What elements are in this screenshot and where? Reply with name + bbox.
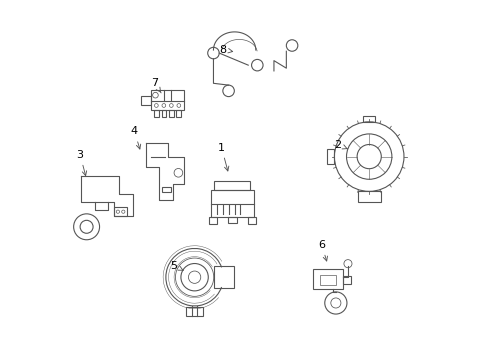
Text: 4: 4: [131, 126, 141, 149]
Text: 7: 7: [151, 78, 161, 93]
Bar: [176, 110, 181, 117]
Bar: [248, 217, 256, 224]
Bar: [358, 192, 381, 202]
Bar: [151, 90, 184, 110]
Text: 8: 8: [219, 45, 233, 55]
Text: 6: 6: [318, 240, 327, 261]
Bar: [211, 190, 253, 217]
Bar: [320, 275, 336, 285]
Bar: [363, 116, 375, 122]
Bar: [186, 307, 203, 316]
Bar: [214, 266, 234, 288]
Text: 5: 5: [171, 261, 183, 271]
Bar: [114, 207, 126, 216]
Bar: [343, 276, 351, 284]
Bar: [228, 217, 237, 223]
Bar: [169, 110, 173, 117]
Text: 3: 3: [76, 150, 87, 176]
Bar: [154, 110, 159, 117]
Bar: [209, 217, 217, 224]
Bar: [313, 269, 343, 289]
Text: 1: 1: [218, 143, 229, 171]
Text: 2: 2: [334, 140, 347, 150]
Bar: [142, 96, 151, 105]
Bar: [162, 110, 166, 117]
Bar: [162, 187, 171, 192]
Bar: [215, 181, 250, 190]
Bar: [327, 149, 334, 164]
